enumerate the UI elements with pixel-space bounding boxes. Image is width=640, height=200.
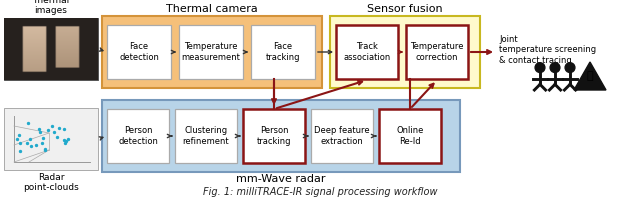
- Bar: [102, 16, 322, 88]
- Bar: [379, 109, 441, 163]
- Text: Track
association: Track association: [344, 42, 390, 62]
- Text: Temperature
correction: Temperature correction: [410, 42, 464, 62]
- Point: [47, 124, 57, 127]
- Text: Radar
point-clouds: Radar point-clouds: [23, 173, 79, 192]
- Bar: [406, 25, 468, 79]
- Bar: [107, 25, 171, 79]
- Bar: [4, 18, 98, 80]
- Bar: [311, 109, 373, 163]
- Bar: [336, 25, 398, 79]
- Point: [22, 142, 33, 145]
- Point: [35, 131, 45, 134]
- Text: Thermal camera: Thermal camera: [166, 4, 258, 14]
- Bar: [4, 108, 98, 170]
- Bar: [179, 25, 243, 79]
- Point: [34, 127, 44, 131]
- Point: [54, 127, 64, 130]
- Bar: [251, 25, 315, 79]
- Point: [37, 137, 47, 140]
- Point: [43, 129, 53, 132]
- Text: mm-Wave radar: mm-Wave radar: [236, 174, 326, 184]
- Point: [49, 130, 60, 134]
- Point: [63, 138, 73, 141]
- Circle shape: [550, 63, 560, 72]
- Text: Face
tracking: Face tracking: [266, 42, 300, 62]
- Polygon shape: [574, 62, 606, 90]
- Bar: [175, 109, 237, 163]
- Point: [15, 150, 25, 153]
- Text: 🌡: 🌡: [587, 71, 593, 81]
- Point: [40, 147, 50, 150]
- Circle shape: [565, 63, 575, 72]
- Point: [59, 138, 69, 141]
- Bar: [330, 16, 480, 88]
- Text: Sensor fusion: Sensor fusion: [367, 4, 443, 14]
- Point: [23, 122, 33, 125]
- Point: [26, 144, 36, 148]
- Point: [12, 138, 22, 141]
- Point: [31, 143, 42, 146]
- Point: [60, 141, 70, 144]
- Text: Thermal
images: Thermal images: [33, 0, 70, 15]
- Text: Person
detection: Person detection: [118, 126, 158, 146]
- Point: [59, 128, 69, 131]
- Point: [52, 136, 63, 139]
- Point: [15, 141, 25, 144]
- Text: Temperature
measurement: Temperature measurement: [182, 42, 241, 62]
- Text: Clustering
refinement: Clustering refinement: [182, 126, 229, 146]
- Circle shape: [535, 63, 545, 72]
- Text: Online
Re-Id: Online Re-Id: [396, 126, 424, 146]
- Text: Face
detection: Face detection: [119, 42, 159, 62]
- Text: Deep feature
extraction: Deep feature extraction: [314, 126, 370, 146]
- Text: Joint
temperature screening
& contact tracing: Joint temperature screening & contact tr…: [499, 35, 596, 65]
- Bar: [107, 109, 169, 163]
- Point: [14, 134, 24, 137]
- Point: [61, 140, 72, 143]
- Bar: [243, 109, 305, 163]
- Point: [37, 141, 47, 144]
- Text: Fig. 1: milliTRACE-IR signal processing workflow: Fig. 1: milliTRACE-IR signal processing …: [203, 187, 437, 197]
- Bar: [102, 100, 460, 172]
- Point: [40, 148, 50, 151]
- Point: [25, 137, 35, 140]
- Text: Person
tracking: Person tracking: [257, 126, 291, 146]
